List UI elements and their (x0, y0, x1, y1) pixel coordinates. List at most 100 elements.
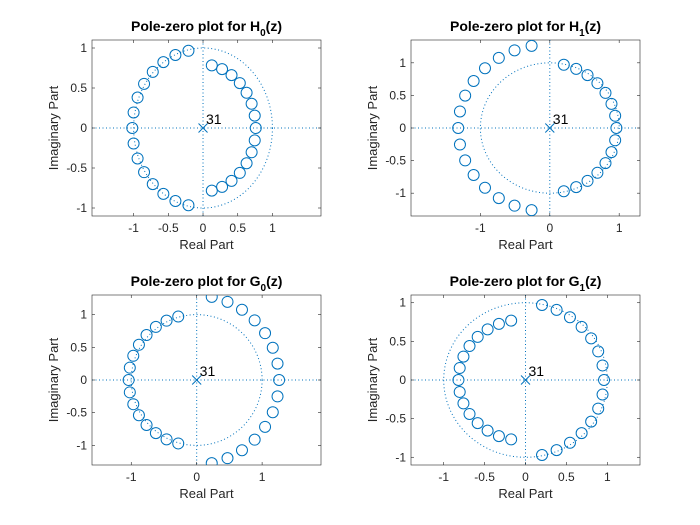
zero-marker (592, 402, 605, 415)
title-main: Pole-zero plot for H (131, 18, 260, 34)
y-tick-label: 1 (80, 41, 87, 55)
zero-marker (233, 166, 246, 179)
y-tick-label: -0.5 (385, 412, 406, 426)
zero-marker (459, 154, 472, 167)
zero-marker (132, 338, 145, 351)
y-tick-label: 1 (80, 308, 87, 322)
zero-marker (599, 157, 612, 170)
pole-multiplicity-label: 31 (529, 363, 545, 379)
subplot-3: 31 -1 0 1 -1 -0.5 0 0.5 1 Real Part Imaginary Part… (46, 273, 322, 501)
zero-marker (235, 444, 248, 457)
pole-multiplicity-label: 31 (206, 111, 222, 127)
pole-marker (520, 375, 531, 385)
y-axis-label: Imaginary Part (46, 85, 61, 170)
zero-marker (605, 97, 618, 110)
x-tick-label: 0 (200, 221, 207, 235)
x-axis-label: Real Part (498, 237, 553, 252)
y-tick-label: -1 (76, 201, 87, 215)
zero-marker (505, 314, 518, 327)
zero-marker (550, 303, 563, 316)
x-axis-label: Real Part (179, 486, 234, 501)
zero-marker (127, 349, 140, 362)
plot-area (92, 295, 321, 465)
zero-marker (563, 436, 576, 449)
zero-marker (505, 433, 518, 446)
zero-marker (478, 181, 491, 194)
zero-marker (149, 320, 162, 333)
zero-marker (605, 146, 618, 159)
zero-marker (225, 174, 238, 187)
zero-marker (259, 327, 272, 340)
zero-marker (575, 320, 588, 333)
y-tick-label: 0 (399, 373, 406, 387)
title-subscript: 0 (260, 28, 266, 39)
zero-marker (508, 44, 521, 57)
zero-marker (259, 420, 272, 433)
x-tick-label: 0 (522, 470, 529, 484)
zero-marker (131, 91, 144, 104)
zero-marker (169, 194, 182, 207)
axes-box (91, 294, 322, 466)
zero-marker (467, 169, 480, 182)
y-axis-label: Imaginary Part (365, 337, 380, 422)
x-tick-label: 1 (259, 470, 266, 484)
zero-marker (132, 409, 145, 422)
unit-circle (130, 314, 263, 446)
zero-marker (205, 59, 218, 72)
zero-marker (591, 77, 604, 90)
zero-marker (127, 398, 140, 411)
zero-marker (123, 386, 136, 399)
zero-marker (160, 314, 173, 327)
pole-marker (191, 375, 202, 385)
title-suffix: (z) (266, 273, 282, 289)
zero-marker (452, 374, 465, 386)
zero-marker (592, 345, 605, 358)
zero-marker (245, 97, 258, 110)
y-tick-label: -0.5 (66, 406, 87, 420)
zero-marker (570, 62, 583, 75)
zero-marker (266, 406, 279, 419)
zero-marker (453, 138, 466, 151)
zero-marker (216, 63, 229, 76)
y-tick-label: 0 (80, 121, 87, 135)
zero-marker (149, 427, 162, 440)
zero-marker (557, 58, 570, 71)
pole-marker (544, 123, 555, 133)
zero-marker (140, 418, 153, 431)
y-tick-label: -1 (395, 186, 406, 200)
title-suffix: (z) (585, 273, 601, 289)
zero-marker (550, 444, 563, 457)
zero-marker (581, 174, 594, 187)
zero-marker (492, 317, 505, 330)
pole-multiplicity-label: 31 (553, 111, 569, 127)
zero-marker (596, 359, 609, 372)
plot-area (92, 40, 321, 216)
zero-marker (570, 181, 583, 194)
zero-marker (157, 187, 170, 200)
zero-marker (481, 323, 494, 336)
title-main: Pole-zero plot for H (450, 18, 579, 34)
zero-marker (172, 310, 185, 323)
title-subscript: 1 (580, 283, 586, 294)
zero-marker (596, 388, 609, 401)
zero-marker (478, 62, 491, 75)
zero-marker (248, 433, 261, 446)
zero-marker (563, 311, 576, 324)
zero-marker (471, 330, 484, 343)
zero-marker (157, 56, 170, 69)
zero-marker (205, 295, 218, 303)
x-tick-label: 0 (546, 221, 553, 235)
zero-marker (598, 374, 611, 386)
zero-marker (221, 295, 234, 308)
subplot-title: Pole-zero plot for G1(z) (450, 273, 602, 294)
y-tick-label: -1 (395, 450, 406, 464)
zero-marker (557, 185, 570, 198)
zero-marker (457, 350, 470, 363)
zero-marker (273, 374, 286, 386)
zero-marker (492, 192, 505, 205)
zero-marker (138, 77, 151, 90)
zero-marker (221, 452, 234, 465)
unit-circle (443, 302, 608, 458)
subplot-2: 31 -1 0 1 -1 -0.5 0 0.5 1 Real Part Imaginary Part… (365, 18, 641, 252)
